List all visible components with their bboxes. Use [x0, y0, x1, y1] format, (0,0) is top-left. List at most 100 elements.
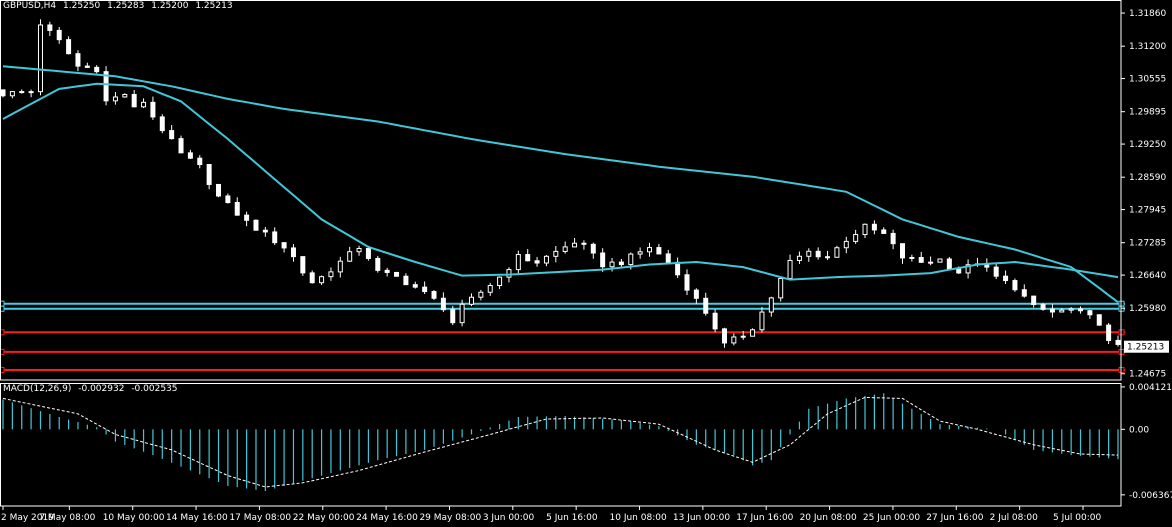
macd-pane[interactable] — [2, 393, 1119, 492]
candle-body — [141, 101, 147, 108]
open-value: 1.25250 — [63, 1, 101, 11]
candle-body — [262, 229, 268, 233]
candle-body — [309, 272, 315, 284]
candle-body — [609, 261, 615, 268]
time-axis-label: 3 Jun 00:00 — [483, 513, 535, 523]
candle-body — [169, 130, 175, 140]
time-axis-label: 13 Jun 00:00 — [673, 513, 730, 523]
candle-body — [1087, 310, 1093, 316]
candle-body — [703, 297, 709, 314]
candle-body — [431, 291, 437, 299]
candle-body — [394, 271, 400, 277]
level-handle-left[interactable] — [0, 348, 5, 355]
candle-body — [581, 242, 587, 245]
candle-body — [628, 253, 634, 266]
candle-body — [656, 247, 662, 255]
candle-body — [1040, 304, 1046, 310]
candle-body — [225, 195, 231, 204]
candle-body — [234, 202, 240, 216]
candle-body — [881, 229, 887, 234]
candle-body — [731, 336, 737, 344]
time-axis-label: 17 Jun 16:00 — [736, 513, 793, 523]
candle-body — [197, 157, 203, 166]
candle-body — [384, 269, 390, 273]
macd-header: MACD(12,26,9) -0.002932 -0.002535 — [3, 384, 182, 395]
candle-body — [796, 255, 802, 261]
level-handle-left[interactable] — [0, 329, 5, 336]
candle-body — [328, 271, 334, 278]
candle-body — [272, 231, 278, 244]
macd-pane-frame — [0, 383, 1122, 507]
candle-body — [365, 247, 371, 259]
time-axis-label: 24 May 16:00 — [356, 513, 418, 523]
candle-body — [572, 242, 578, 248]
level-handle-left[interactable] — [0, 366, 5, 373]
candle-body — [534, 260, 540, 264]
time-axis-label: 20 Jun 08:00 — [800, 513, 857, 523]
price-axis-label: 1.26640 — [1129, 271, 1166, 281]
price-axis-label: 1.31200 — [1129, 42, 1166, 52]
candle-body — [47, 24, 53, 31]
candle-body — [422, 286, 428, 293]
candle-body — [843, 240, 849, 249]
candle-body — [721, 328, 727, 344]
price-axis-label: 1.31860 — [1129, 9, 1166, 19]
price-axis-label: 1.29895 — [1129, 108, 1166, 118]
candle-body — [806, 250, 812, 257]
candle-body — [178, 138, 184, 154]
time-axis-label: 14 May 16:00 — [166, 513, 228, 523]
candle-body — [750, 329, 756, 337]
time-axis-label: 2 May 2019 — [1, 513, 54, 523]
candle-body — [768, 297, 774, 313]
candle-body — [1068, 308, 1074, 311]
candle-body — [787, 259, 793, 279]
candle-body — [965, 264, 971, 274]
macd-signal-value: -0.002535 — [131, 384, 178, 394]
candle-body — [778, 277, 784, 299]
candle-body — [159, 116, 165, 132]
slow-moving-average-line — [2, 65, 1119, 304]
time-axis-label: 5 Jul 00:00 — [1053, 513, 1102, 523]
candle-body — [281, 242, 287, 249]
candle-body — [84, 65, 90, 68]
price-axis-label: 1.30555 — [1129, 75, 1166, 85]
candle-body — [28, 91, 34, 94]
candle-body — [75, 53, 81, 67]
candle-body — [459, 303, 465, 324]
candle-body — [1012, 280, 1018, 291]
candle-body — [478, 291, 484, 298]
candle-body — [525, 254, 531, 262]
time-axis-label: 17 May 08:00 — [229, 513, 291, 523]
time-axis-label: 22 May 00:00 — [293, 513, 355, 523]
level-handle-left[interactable] — [0, 305, 5, 312]
candle-body — [9, 91, 15, 97]
candle-body — [356, 247, 362, 253]
fast-moving-average-line — [2, 82, 1119, 281]
candle-body — [103, 71, 109, 102]
candle-body — [1078, 308, 1084, 312]
time-axis-label: 25 Jun 00:00 — [863, 513, 920, 523]
candle-body — [928, 261, 934, 264]
candle-body — [993, 266, 999, 277]
low-value: 1.25200 — [151, 1, 189, 11]
candle-body — [94, 66, 100, 73]
time-axis-label: 27 Jun 16:00 — [926, 513, 983, 523]
candle-body — [1059, 309, 1065, 313]
candle-body — [187, 152, 193, 159]
price-pane[interactable] — [0, 19, 1125, 373]
symbol-label: GBPUSD,H4 — [3, 1, 57, 11]
candle-body — [675, 261, 681, 276]
candle-body — [684, 274, 690, 291]
candle-body — [553, 250, 559, 257]
macd-axis-label: 0.004121 — [1129, 383, 1172, 393]
candle-body — [834, 247, 840, 258]
time-axis-label: 10 Jun 08:00 — [610, 513, 667, 523]
time-axis-label: 7 May 08:00 — [39, 513, 95, 523]
candle-body — [56, 29, 62, 41]
candle-body — [899, 243, 905, 259]
candle-body — [290, 247, 296, 258]
candle-body — [665, 253, 671, 263]
candle-body — [1021, 289, 1027, 297]
